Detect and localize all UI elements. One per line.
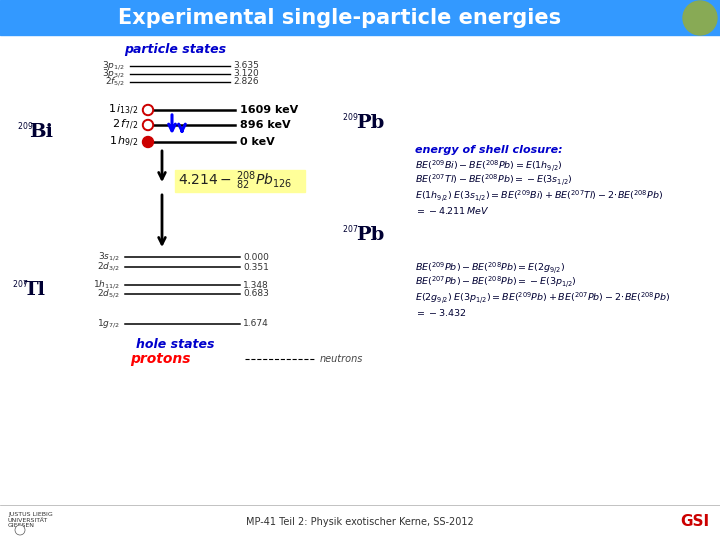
Text: GSI: GSI — [680, 515, 710, 530]
Circle shape — [143, 137, 153, 147]
Text: neutrons: neutrons — [320, 354, 364, 364]
Text: $3s_{1/2}$: $3s_{1/2}$ — [99, 251, 120, 264]
Bar — [175, 170, 305, 192]
Circle shape — [15, 525, 25, 535]
Text: $^{207}$: $^{207}$ — [342, 225, 359, 235]
Text: $^{207}$: $^{207}$ — [12, 280, 28, 290]
Text: $4.214 - \,^{208}_{82}Pb_{126}$: $4.214 - \,^{208}_{82}Pb_{126}$ — [178, 170, 292, 192]
Text: $BE(^{209}Pb) - BE(^{208}Pb) = E(2g_{9/2})$: $BE(^{209}Pb) - BE(^{208}Pb) = E(2g_{9/2… — [415, 260, 565, 276]
Text: $2f_{5/2}$: $2f_{5/2}$ — [105, 76, 125, 89]
Text: $^{209}$: $^{209}$ — [342, 113, 359, 123]
Text: particle states: particle states — [124, 44, 226, 57]
Circle shape — [145, 106, 151, 113]
Text: $1h_{11/2}$: $1h_{11/2}$ — [94, 279, 120, 292]
Circle shape — [143, 119, 153, 131]
Text: $1\,i_{13/2}$: $1\,i_{13/2}$ — [107, 103, 138, 117]
Text: 0.683: 0.683 — [243, 289, 269, 299]
Circle shape — [143, 105, 153, 116]
Text: T: T — [17, 527, 22, 533]
Text: 0.351: 0.351 — [243, 262, 269, 272]
Text: 3.120: 3.120 — [233, 70, 258, 78]
Text: MP-41 Teil 2: Physik exotischer Kerne, SS-2012: MP-41 Teil 2: Physik exotischer Kerne, S… — [246, 517, 474, 527]
Text: $1\,h_{9/2}$: $1\,h_{9/2}$ — [109, 135, 138, 149]
Text: 0 keV: 0 keV — [240, 137, 275, 147]
Text: $= -3.432$: $= -3.432$ — [415, 307, 467, 318]
Text: $^{209}$: $^{209}$ — [17, 122, 33, 132]
Text: $E(2g_{9/2})\;E(3p_{1/2}) = BE(^{209}Pb) + BE(^{207}Pb) - 2\!\cdot\!BE(^{208}Pb): $E(2g_{9/2})\;E(3p_{1/2}) = BE(^{209}Pb)… — [415, 291, 670, 306]
Text: Pb: Pb — [356, 114, 384, 132]
Text: 1.674: 1.674 — [243, 320, 269, 328]
Text: $2d_{5/2}$: $2d_{5/2}$ — [97, 288, 120, 300]
Text: 1609 keV: 1609 keV — [240, 105, 298, 115]
Text: $BE(^{209}Bi) - BE(^{208}Pb) = E(1h_{9/2})$: $BE(^{209}Bi) - BE(^{208}Pb) = E(1h_{9/2… — [415, 158, 562, 174]
Text: $BE(^{207}Tl) - BE(^{208}Pb) = -E(3s_{1/2})$: $BE(^{207}Tl) - BE(^{208}Pb) = -E(3s_{1/… — [415, 172, 572, 188]
Text: $2d_{3/2}$: $2d_{3/2}$ — [97, 261, 120, 273]
Text: $BE(^{207}Pb) - BE(^{208}Pb) = -E(3p_{1/2})$: $BE(^{207}Pb) - BE(^{208}Pb) = -E(3p_{1/… — [415, 274, 577, 289]
Text: $= -4.211\,MeV$: $= -4.211\,MeV$ — [415, 205, 490, 215]
Text: $E(1h_{9/2})\;E(3s_{1/2}) = BE(^{209}Bi) + BE(^{207}Tl) - 2\!\cdot\!BE(^{208}Pb): $E(1h_{9/2})\;E(3s_{1/2}) = BE(^{209}Bi)… — [415, 188, 663, 204]
Text: 0.000: 0.000 — [243, 253, 269, 261]
Text: energy of shell closure:: energy of shell closure: — [415, 145, 562, 155]
Text: $3p_{1/2}$: $3p_{1/2}$ — [102, 59, 125, 72]
Text: $3p_{3/2}$: $3p_{3/2}$ — [102, 68, 125, 80]
Text: 1.348: 1.348 — [243, 280, 269, 289]
Text: Pb: Pb — [356, 226, 384, 244]
Text: 2.826: 2.826 — [233, 78, 258, 86]
Text: protons: protons — [130, 352, 190, 366]
Text: Bi: Bi — [29, 123, 53, 141]
Circle shape — [683, 1, 717, 35]
Text: $2\,f_{7/2}$: $2\,f_{7/2}$ — [112, 118, 138, 132]
Text: 3.635: 3.635 — [233, 62, 259, 71]
Text: Tl: Tl — [24, 281, 46, 299]
Circle shape — [145, 122, 151, 129]
Text: hole states: hole states — [136, 338, 215, 350]
Text: JUSTUS LIEBIG
UNIVERSITÄT
GIESSEN: JUSTUS LIEBIG UNIVERSITÄT GIESSEN — [8, 512, 53, 528]
Text: $1g_{7/2}$: $1g_{7/2}$ — [97, 318, 120, 330]
Text: Experimental single-particle energies: Experimental single-particle energies — [118, 8, 562, 28]
Text: 896 keV: 896 keV — [240, 120, 291, 130]
Bar — [0, 0, 720, 35]
